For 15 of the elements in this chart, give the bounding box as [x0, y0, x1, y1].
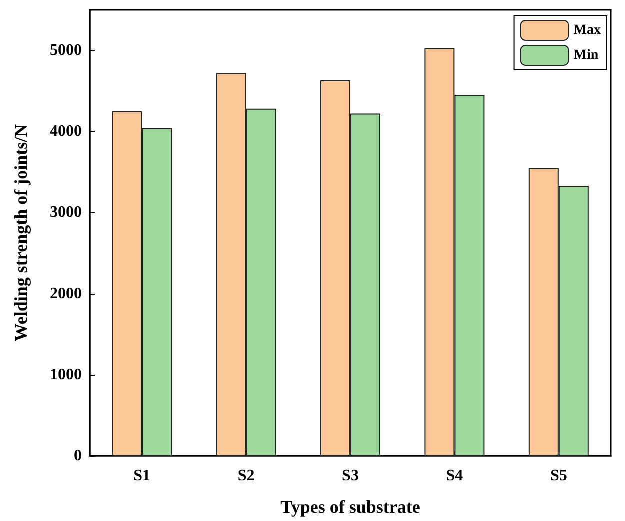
y-tick-label: 0 — [74, 448, 82, 464]
x-axis-title: Types of substrate — [280, 497, 420, 517]
x-tick-label: S4 — [446, 468, 464, 484]
y-axis-title: Welding strength of joints/N — [11, 124, 31, 342]
y-tick-label: 4000 — [50, 123, 82, 140]
y-tick-label: 5000 — [50, 42, 82, 60]
legend-label: Max — [574, 23, 602, 38]
x-tick-label: S3 — [342, 468, 359, 484]
x-tick-label: S2 — [238, 468, 255, 484]
y-tick-label: 3000 — [50, 204, 82, 222]
y-tick-label: 2000 — [50, 285, 82, 302]
x-tick-label: S1 — [134, 468, 151, 484]
y-tick-label: 1000 — [50, 366, 82, 384]
legend-label: Min — [574, 48, 599, 63]
x-tick-label: S5 — [550, 468, 568, 484]
